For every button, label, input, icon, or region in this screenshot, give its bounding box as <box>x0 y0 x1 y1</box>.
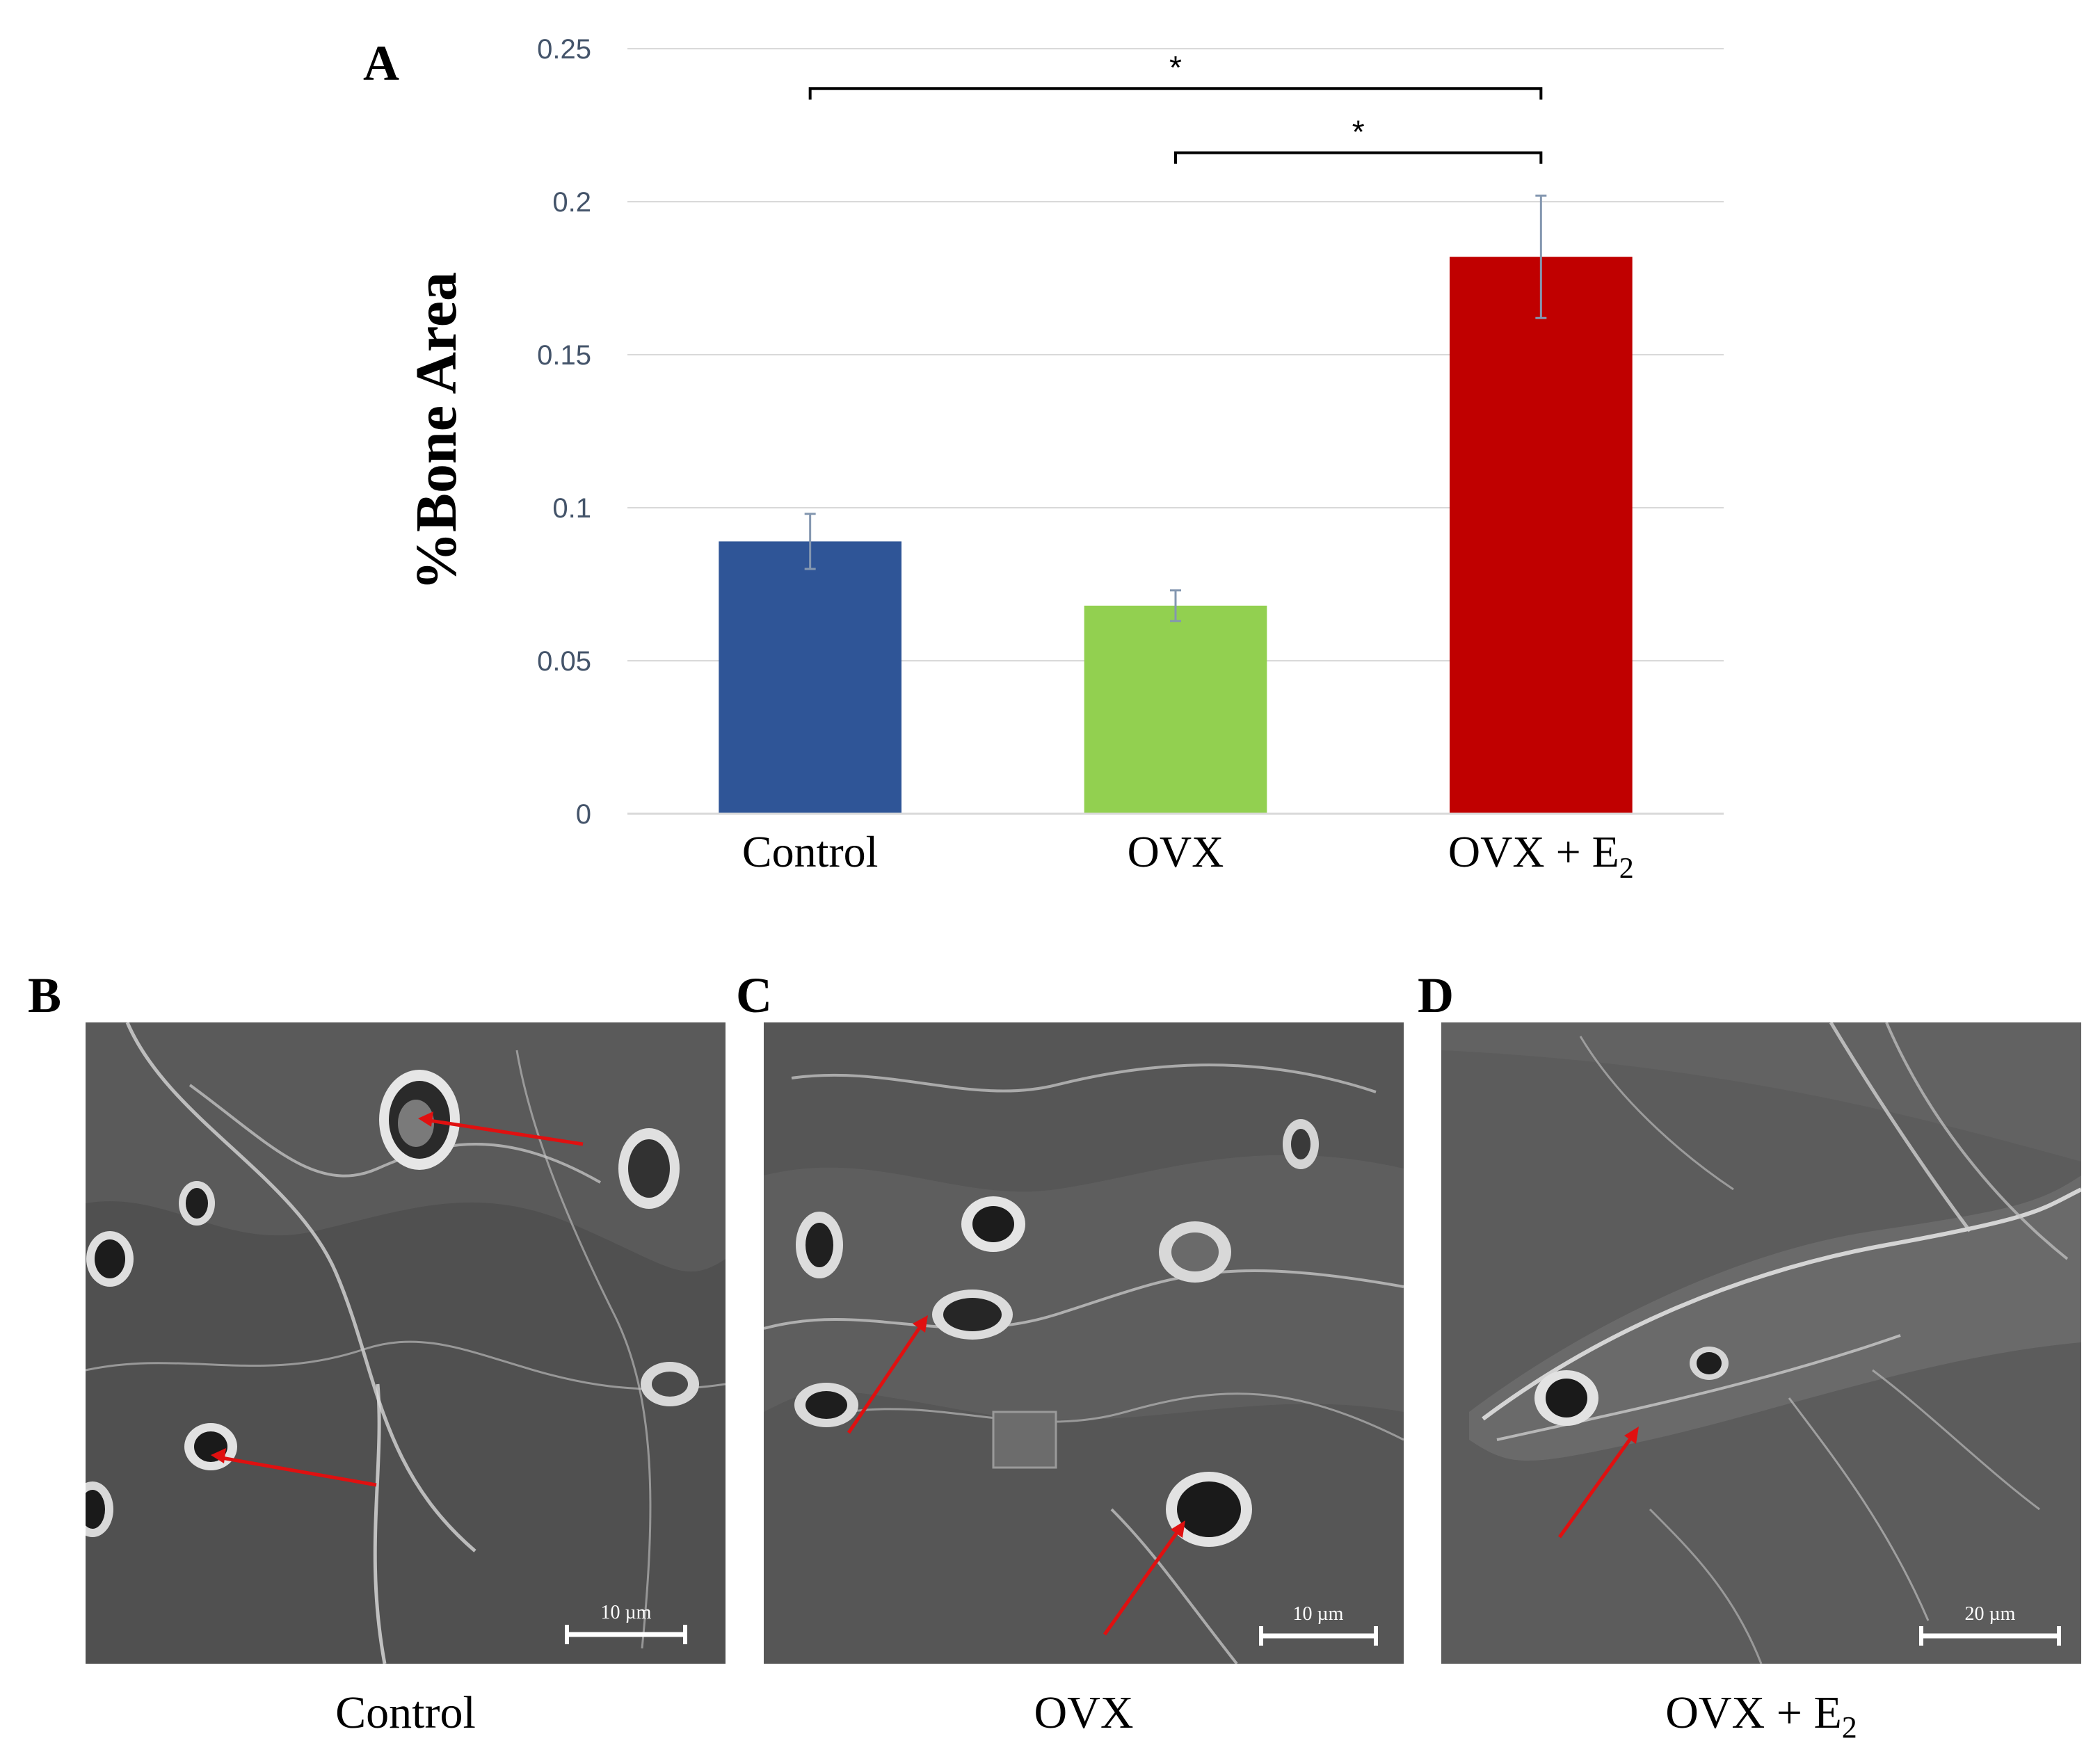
x-tick-label: OVX + E2 <box>1448 827 1634 885</box>
panel-label-c: C <box>736 967 772 1023</box>
caption-ovx-e2: OVX + E2 <box>1441 1690 2081 1743</box>
x-tick-label: Control <box>742 827 879 876</box>
x-tick-label: OVX <box>1128 827 1224 876</box>
y-tick-label: 0.1 <box>552 493 591 524</box>
sem-image-control: 10 µm <box>86 1022 726 1664</box>
panel-label-a: A <box>363 35 399 91</box>
significance-star: * <box>1169 49 1182 86</box>
x-tick-label-main: OVX + E <box>1448 827 1619 876</box>
y-axis-title: %Bone Area <box>404 272 469 591</box>
bar-1 <box>1084 605 1267 814</box>
x-tick-label-subscript: 2 <box>1619 853 1634 885</box>
y-tick-label: 0.2 <box>552 187 591 218</box>
bar-chart: 0 0.05 0.1 0.15 0.2 0.25 Control OVX OVX + E2 * *%… <box>404 34 1724 885</box>
y-tick-label: 0.25 <box>537 34 591 65</box>
bar-2 <box>1450 257 1633 814</box>
sem-image-ovx-e2: 20 µm <box>1441 1022 2081 1664</box>
panel-label-d: D <box>1418 967 1454 1023</box>
sem-image-ovx: 10 µm <box>764 1022 1404 1664</box>
panel-label-b: B <box>28 967 62 1023</box>
caption-ovx-e2-main: OVX + E <box>1665 1687 1842 1738</box>
caption-ovx: OVX <box>1034 1687 1134 1738</box>
x-tick-label-main: OVX <box>1128 827 1224 876</box>
y-tick-label: 0 <box>576 799 591 830</box>
significance-star: * <box>1352 114 1365 150</box>
bar-0 <box>719 541 901 814</box>
significance-bracket <box>808 87 1543 100</box>
scale-bar-label: 20 µm <box>1965 1603 2016 1625</box>
scale-bar-label: 10 µm <box>1293 1603 1344 1625</box>
y-tick-label: 0.15 <box>537 340 591 371</box>
caption-ovx-e2-subscript: 2 <box>1841 1710 1857 1745</box>
caption-control: Control <box>335 1687 476 1738</box>
x-tick-label-main: Control <box>742 827 879 876</box>
significance-bracket <box>1174 151 1543 164</box>
y-tick-label: 0.05 <box>537 646 591 677</box>
scale-bar-label: 10 µm <box>601 1602 652 1623</box>
